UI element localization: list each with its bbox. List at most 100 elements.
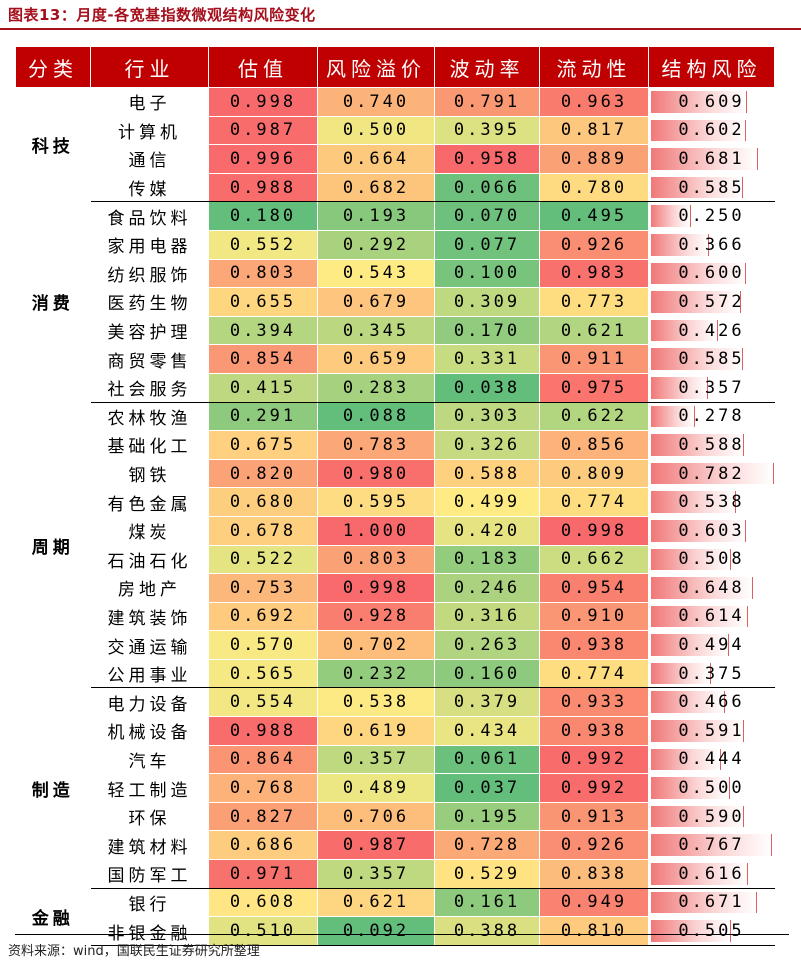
liquidity-cell: 0.926 — [539, 830, 649, 861]
volatility-cell: 0.038 — [434, 373, 540, 403]
structural-risk-cell: 0.648 — [648, 573, 775, 603]
structural-risk-bar — [651, 920, 731, 942]
structural-risk-cell: 0.671 — [648, 888, 775, 918]
risk-premium-cell: 0.193 — [317, 201, 435, 231]
industry-name: 轻工制造 — [90, 773, 209, 803]
liquidity-cell: 0.809 — [539, 459, 649, 489]
structural-risk-cell: 0.600 — [648, 259, 775, 289]
structural-risk-cell: 0.585 — [648, 173, 775, 203]
liquidity-cell: 0.621 — [539, 316, 649, 346]
structural-risk-bar — [651, 863, 748, 885]
table-row: 钢铁 0.820 0.980 0.588 0.809 0.782 — [16, 459, 775, 489]
valuation-cell: 0.971 — [208, 859, 318, 889]
risk-table: 分类 行业 估值 风险溢价 波动率 流动性 结构风险 科技 电子 0.998 0.74… — [15, 46, 775, 946]
liquidity-cell: 0.856 — [539, 430, 649, 460]
table-row: 家用电器 0.552 0.292 0.077 0.926 0.366 — [16, 230, 775, 260]
risk-premium-cell: 0.088 — [317, 402, 435, 432]
volatility-cell: 0.728 — [434, 830, 540, 861]
header-risk-premium: 风险溢价 — [317, 46, 435, 88]
title-rule — [0, 28, 801, 30]
liquidity-cell: 0.773 — [539, 287, 649, 317]
industry-name: 传媒 — [90, 173, 209, 203]
header-volatility: 波动率 — [434, 46, 540, 88]
structural-risk-cell: 0.572 — [648, 287, 775, 317]
valuation-cell: 0.565 — [208, 659, 318, 689]
structural-risk-cell: 0.250 — [648, 201, 775, 231]
table-row: 环保 0.827 0.706 0.195 0.913 0.590 — [16, 802, 775, 832]
structural-risk-bar — [651, 519, 746, 542]
structural-risk-value: 0.585 — [678, 177, 745, 198]
valuation-cell: 0.988 — [208, 173, 318, 203]
structural-risk-value: 0.648 — [678, 577, 745, 598]
table-row: 汽车 0.864 0.357 0.061 0.992 0.444 — [16, 745, 775, 775]
structural-risk-value: 0.366 — [678, 234, 745, 255]
industry-name: 石油石化 — [90, 545, 209, 575]
valuation-cell: 0.678 — [208, 516, 318, 546]
valuation-cell: 0.803 — [208, 259, 318, 289]
valuation-cell: 0.415 — [208, 373, 318, 403]
table-row: 石油石化 0.522 0.803 0.183 0.662 0.508 — [16, 545, 775, 575]
liquidity-cell: 0.495 — [539, 201, 649, 231]
industry-name: 食品饮料 — [90, 201, 209, 231]
structural-risk-value: 0.494 — [678, 635, 745, 656]
table-row: 通信 0.996 0.664 0.958 0.889 0.681 — [16, 144, 775, 174]
industry-name: 有色金属 — [90, 487, 209, 517]
volatility-cell: 0.499 — [434, 487, 540, 517]
valuation-cell: 0.291 — [208, 402, 318, 432]
risk-premium-cell: 0.740 — [317, 87, 435, 117]
industry-name: 美容护理 — [90, 316, 209, 346]
structural-risk-bar — [651, 748, 721, 771]
volatility-cell: 0.061 — [434, 745, 540, 775]
volatility-cell: 0.070 — [434, 201, 540, 231]
valuation-cell: 0.988 — [208, 716, 318, 746]
category-label: 制造 — [15, 687, 91, 889]
structural-risk-value: 0.538 — [678, 492, 745, 513]
table-row: 社会服务 0.415 0.283 0.038 0.975 0.357 — [16, 373, 775, 403]
structural-risk-cell: 0.538 — [648, 487, 775, 517]
structural-risk-bar — [651, 805, 744, 828]
industry-name: 纺织服饰 — [90, 259, 209, 289]
valuation-cell: 0.394 — [208, 316, 318, 346]
valuation-cell: 0.608 — [208, 888, 318, 918]
risk-premium-cell: 0.500 — [317, 116, 435, 146]
table-row: 交通运输 0.570 0.702 0.263 0.938 0.494 — [16, 630, 775, 660]
liquidity-cell: 0.910 — [539, 602, 649, 632]
structural-risk-bar — [651, 148, 758, 170]
table-row: 医药生物 0.655 0.679 0.309 0.773 0.572 — [16, 287, 775, 317]
risk-premium-cell: 0.679 — [317, 287, 435, 317]
structural-risk-value: 0.572 — [678, 291, 745, 312]
valuation-cell: 0.554 — [208, 687, 318, 718]
structural-risk-value: 0.590 — [678, 806, 745, 827]
structural-risk-bar — [651, 491, 736, 513]
table-row: 建筑装饰 0.692 0.928 0.316 0.910 0.614 — [16, 602, 775, 632]
risk-premium-cell: 0.987 — [317, 830, 435, 861]
valuation-cell: 0.827 — [208, 802, 318, 832]
table-row: 轻工制造 0.768 0.489 0.037 0.992 0.500 — [16, 773, 775, 803]
volatility-cell: 0.066 — [434, 173, 540, 203]
volatility-cell: 0.331 — [434, 344, 540, 374]
liquidity-cell: 0.774 — [539, 487, 649, 517]
risk-premium-cell: 0.621 — [317, 888, 435, 918]
liquidity-cell: 0.926 — [539, 230, 649, 260]
valuation-cell: 0.570 — [208, 630, 318, 660]
structural-risk-cell: 0.466 — [648, 687, 775, 718]
structural-risk-value: 0.505 — [678, 921, 745, 942]
risk-premium-cell: 0.283 — [317, 373, 435, 403]
valuation-cell: 0.768 — [208, 773, 318, 803]
liquidity-cell: 0.998 — [539, 516, 649, 546]
table-row: 机械设备 0.988 0.619 0.434 0.938 0.591 — [16, 716, 775, 746]
valuation-cell: 0.820 — [208, 459, 318, 489]
liquidity-cell: 0.774 — [539, 659, 649, 689]
structural-risk-cell: 0.602 — [648, 116, 775, 146]
volatility-cell: 0.958 — [434, 144, 540, 174]
structural-risk-cell: 0.278 — [648, 402, 775, 432]
valuation-cell: 0.692 — [208, 602, 318, 632]
liquidity-cell: 0.810 — [539, 916, 649, 946]
structural-risk-bar — [651, 176, 743, 199]
liquidity-cell: 0.992 — [539, 773, 649, 803]
industry-name: 机械设备 — [90, 716, 209, 746]
volatility-cell: 0.529 — [434, 859, 540, 889]
valuation-cell: 0.180 — [208, 201, 318, 231]
structural-risk-bar — [651, 634, 729, 656]
risk-premium-cell: 0.706 — [317, 802, 435, 832]
